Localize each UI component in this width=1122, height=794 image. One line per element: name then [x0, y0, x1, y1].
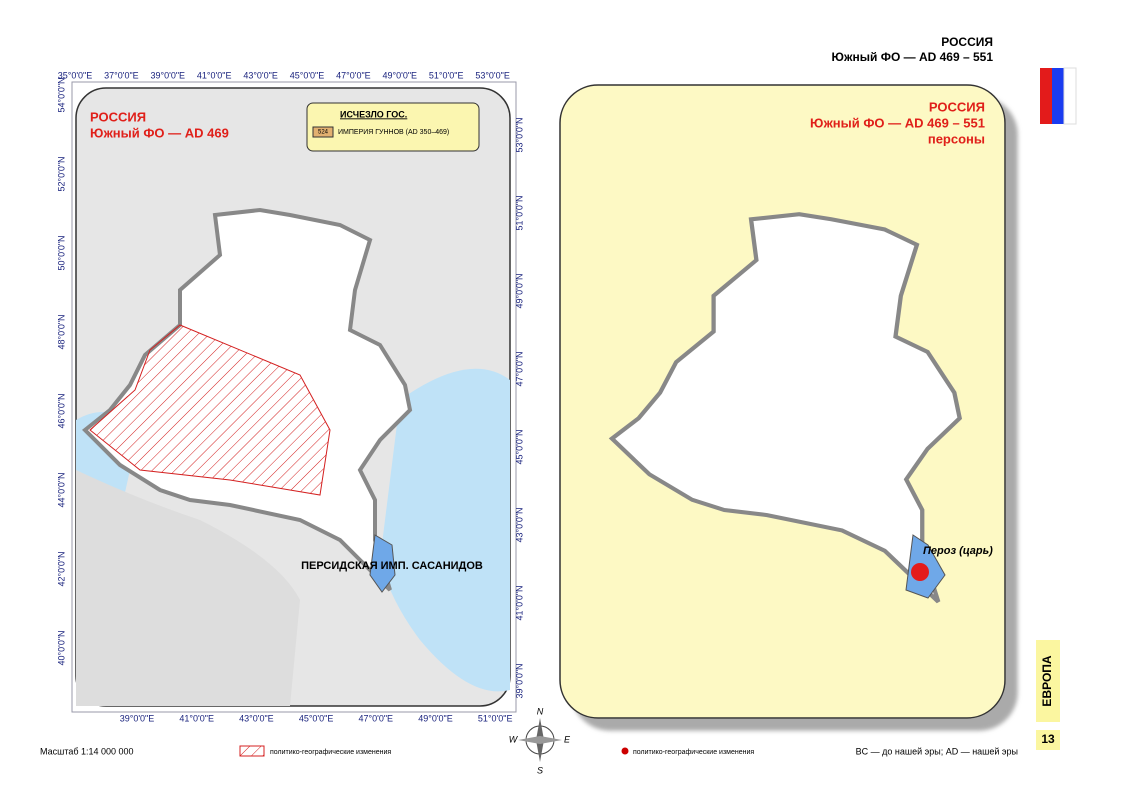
footer-legend: политико-географические изменения [633, 749, 754, 756]
coordinate-label: 49°0'0"E [383, 70, 418, 80]
person-icon [911, 563, 929, 581]
coordinate-label: 35°0'0"E [58, 70, 93, 80]
flag [1052, 68, 1064, 124]
legend-swatch [239, 745, 265, 757]
coordinate-label: 43°0'0"E [239, 713, 274, 723]
coordinate-label: 39°0'0"E [120, 713, 155, 723]
map-title: РОССИЯ [929, 99, 985, 114]
map-title: РОССИЯ [90, 109, 146, 124]
legend-title: ИСЧЕЗЛО ГОС. [340, 109, 407, 119]
legend-box [306, 102, 480, 152]
legend-dot [621, 747, 629, 755]
coordinate-label: 39°0'0"E [151, 70, 186, 80]
legend-code: 524 [318, 130, 329, 136]
header-country: РОССИЯ [941, 35, 993, 49]
compass-e: E [564, 734, 571, 744]
section-tab [1036, 640, 1060, 722]
region-part [369, 534, 396, 593]
map-label: ПЕРСИДСКАЯ ИМП. САСАНИДОВ [301, 560, 483, 572]
coordinate-label: 45°0'0"E [299, 713, 334, 723]
coordinate-label: 47°0'0"E [359, 713, 394, 723]
compass-s: S [537, 765, 543, 775]
section: ЕВРОПА [1040, 655, 1054, 706]
hatched-area [89, 324, 331, 496]
coordinate-label: 51°0'0"E [429, 70, 464, 80]
coordinate-label: 49°0'0"N [514, 273, 524, 308]
coordinate-label: 42°0'0"N [56, 551, 66, 586]
compass-n: N [537, 706, 544, 716]
era-note: BC — до нашей эры; AD — нашей эры [856, 746, 1018, 756]
coordinate-label: 51°0'0"E [478, 713, 513, 723]
coordinate-label: 53°0'0"N [514, 117, 524, 152]
map-frame [71, 81, 517, 713]
coordinate-label: 52°0'0"N [56, 156, 66, 191]
map-subtitle: Южный ФО — AD 469 [90, 125, 229, 140]
flag [1063, 67, 1077, 125]
coordinate-label: 41°0'0"N [514, 585, 524, 620]
coordinate-label: 45°0'0"E [290, 70, 325, 80]
sea [380, 368, 510, 692]
page-number: 13 [1041, 732, 1055, 746]
scale: Масштаб 1:14 000 000 [40, 746, 134, 756]
coordinate-label: 49°0'0"E [418, 713, 453, 723]
coordinate-label: 37°0'0"E [104, 70, 139, 80]
coordinate-label: 47°0'0"E [336, 70, 371, 80]
coordinate-label: 45°0'0"N [514, 429, 524, 464]
footer-legend: политико-географические изменения [270, 749, 391, 756]
coordinate-label: 43°0'0"E [243, 70, 278, 80]
coordinate-label: 50°0'0"N [56, 235, 66, 270]
coordinate-label: 54°0'0"N [56, 77, 66, 112]
coordinate-label: 51°0'0"N [514, 195, 524, 230]
coordinate-label: 48°0'0"N [56, 314, 66, 349]
map-subtitle: Южный ФО — AD 469 – 551 [810, 115, 985, 130]
coordinate-label: 39°0'0"N [514, 663, 524, 698]
page-tab [1036, 730, 1060, 750]
coordinate-label: 47°0'0"N [514, 351, 524, 386]
legend-item: ИМПЕРИЯ ГУННОВ (AD 350–469) [338, 129, 449, 136]
legend-swatch [312, 126, 334, 138]
header-region: Южный ФО — AD 469 – 551 [831, 50, 993, 64]
compass-w: W [509, 734, 519, 744]
coordinate-label: 53°0'0"E [475, 70, 510, 80]
coordinate-label: 41°0'0"E [179, 713, 214, 723]
compass: N S E W [509, 706, 571, 775]
coordinate-label: 40°0'0"N [56, 630, 66, 665]
coordinate-label: 46°0'0"N [56, 393, 66, 428]
person-label: Пероз (царь) [923, 545, 993, 557]
coordinate-label: 44°0'0"N [56, 472, 66, 507]
coordinate-label: 43°0'0"N [514, 507, 524, 542]
land [76, 470, 300, 706]
map-note: персоны [928, 131, 985, 146]
coordinate-label: 41°0'0"E [197, 70, 232, 80]
flag [1040, 68, 1052, 124]
